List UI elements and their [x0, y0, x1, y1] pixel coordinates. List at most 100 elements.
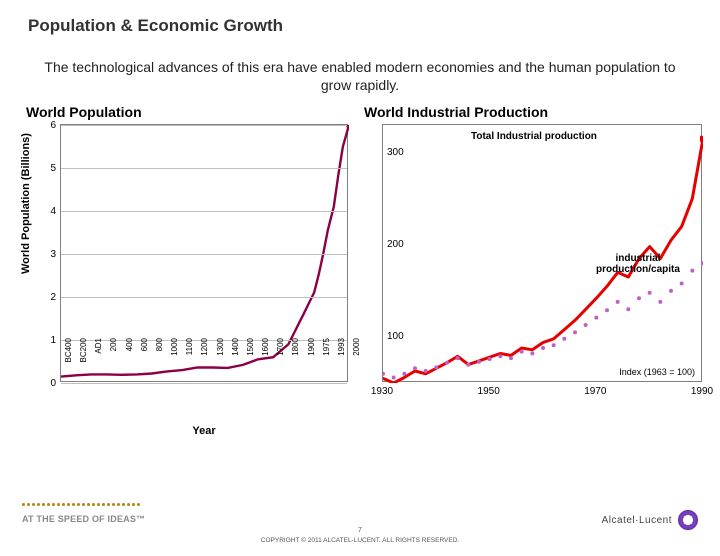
ytick-label: 3	[44, 249, 56, 260]
tagline: AT THE SPEED OF IDEAS™	[22, 514, 145, 524]
decor-dot	[102, 503, 105, 506]
percap-dot	[392, 376, 396, 380]
xtick-label: 1300	[216, 338, 225, 378]
legend-industrial: Total Industrial production	[471, 131, 597, 142]
xtick-label: 1975	[322, 338, 331, 378]
xtick-label: BC400	[64, 338, 73, 378]
xtick-label: 1993	[337, 338, 346, 378]
gridline	[61, 168, 347, 169]
ytick-label: 5	[44, 163, 56, 174]
decor-dot	[72, 503, 75, 506]
right-chart-title: World Industrial Production	[364, 104, 704, 120]
ytick-label: 100	[387, 331, 404, 342]
percap-dot	[456, 356, 460, 360]
copyright: COPYRIGHT © 2011 ALCATEL-LUCENT. ALL RIG…	[261, 537, 459, 544]
decor-dot	[22, 503, 25, 506]
decor-dot	[92, 503, 95, 506]
decor-dot	[112, 503, 115, 506]
percap-dot	[541, 346, 545, 350]
right-plot-area: Total Industrial production industrial p…	[382, 124, 702, 382]
percap-dot	[413, 367, 417, 371]
xtick-label: 1400	[231, 338, 240, 378]
left-plot-area: Year BC400BC200AD12004006008001000110012…	[60, 124, 348, 382]
percap-dot	[669, 289, 673, 293]
footer-dots	[22, 503, 140, 506]
percap-dot	[466, 363, 470, 367]
ytick-label: 200	[387, 239, 404, 250]
legend-percap: industrial production/capita	[583, 253, 693, 275]
decor-dot	[107, 503, 110, 506]
brand-logo-icon	[678, 510, 698, 530]
xtick-label: 2000	[352, 338, 361, 378]
decor-dot	[67, 503, 70, 506]
xtick-label: 1000	[170, 338, 179, 378]
decor-dot	[122, 503, 125, 506]
xtick-label: 200	[109, 338, 118, 378]
percap-dot	[637, 297, 641, 301]
percap-dot	[402, 372, 406, 376]
ytick-label: 300	[387, 147, 404, 158]
percap-dot	[605, 309, 609, 313]
decor-dot	[37, 503, 40, 506]
xtick-label: BC200	[79, 338, 88, 378]
gridline	[61, 125, 347, 126]
left-ylabel: World Population (Billions)	[20, 133, 32, 274]
xtick-label: 1930	[371, 386, 393, 450]
industrial-end-marker	[700, 136, 703, 142]
percap-dot	[498, 355, 502, 359]
decor-dot	[117, 503, 120, 506]
percap-dot	[616, 300, 620, 304]
percap-dot	[509, 356, 513, 360]
xtick-label: 1990	[691, 386, 713, 450]
decor-dot	[82, 503, 85, 506]
decor-dot	[42, 503, 45, 506]
gridline	[61, 297, 347, 298]
xtick-label: 600	[140, 338, 149, 378]
charts-container: World Population World Population (Billi…	[0, 104, 720, 434]
index-note: Index (1963 = 100)	[619, 367, 695, 377]
gridline	[61, 211, 347, 212]
percap-dot	[434, 366, 438, 370]
gridline	[61, 383, 347, 384]
percap-dot	[424, 369, 428, 373]
percap-dot	[594, 316, 598, 320]
xtick-label: 1970	[584, 386, 606, 450]
subtitle: The technological advances of this era h…	[40, 58, 680, 94]
page-number: 7	[358, 527, 362, 534]
percap-dot	[658, 300, 662, 304]
left-chart: World Population World Population (Billi…	[16, 104, 356, 434]
xtick-label: 1900	[307, 338, 316, 378]
decor-dot	[87, 503, 90, 506]
xtick-label: 400	[125, 338, 134, 378]
xtick-label: 1600	[261, 338, 270, 378]
page-title: Population & Economic Growth	[28, 16, 720, 36]
percap-dot	[562, 337, 566, 341]
xtick-label: 1500	[246, 338, 255, 378]
xtick-label: 1800	[291, 338, 300, 378]
percap-dot	[520, 350, 524, 354]
left-xlabel: Year	[192, 425, 215, 437]
percap-dot	[552, 344, 556, 348]
percap-dot	[477, 360, 481, 364]
percap-dot	[383, 372, 385, 376]
decor-dot	[137, 503, 140, 506]
decor-dot	[47, 503, 50, 506]
ytick-label: 1	[44, 335, 56, 346]
ytick-label: 6	[44, 120, 56, 131]
decor-dot	[97, 503, 100, 506]
ytick-label: 2	[44, 292, 56, 303]
decor-dot	[27, 503, 30, 506]
decor-dot	[77, 503, 80, 506]
xtick-label: AD1	[94, 338, 103, 378]
percap-dot	[445, 361, 449, 365]
percap-dot	[701, 262, 703, 266]
decor-dot	[52, 503, 55, 506]
brand-block: Alcatel·Lucent	[602, 510, 698, 530]
brand-text: Alcatel·Lucent	[602, 515, 672, 526]
decor-dot	[57, 503, 60, 506]
decor-dot	[127, 503, 130, 506]
percap-dot	[626, 308, 630, 312]
percap-dot	[573, 331, 577, 335]
percap-dot	[648, 291, 652, 295]
xtick-label: 1700	[276, 338, 285, 378]
